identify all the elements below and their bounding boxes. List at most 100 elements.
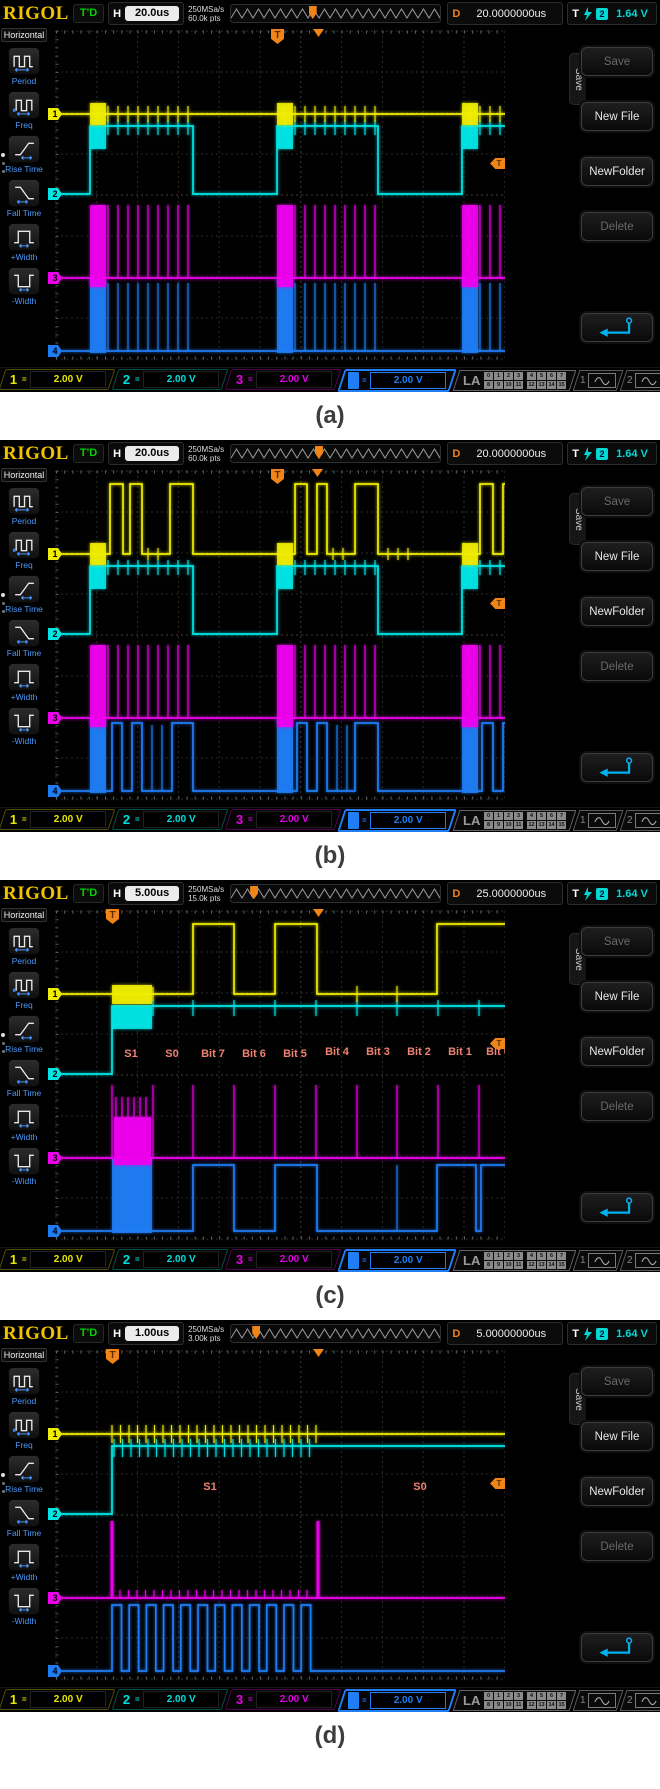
ref-slot-2[interactable]: 2 [619, 1690, 660, 1711]
channel-3-level-badge[interactable]: 3 [48, 1592, 62, 1604]
delay-group[interactable]: D 20.0000000us [447, 442, 564, 465]
sidebar-item-freq[interactable]: Freq [0, 971, 48, 1010]
sidebar-item--width[interactable]: -Width [0, 1147, 48, 1186]
trigger-time-marker[interactable]: T [271, 469, 284, 484]
channel-4-flag[interactable]: 4 = 2.00 V [337, 369, 457, 392]
sidebar-item--width[interactable]: +Width [0, 663, 48, 702]
channel-3-flag[interactable]: 3 = 2.00 V [224, 809, 342, 830]
delay-position-marker[interactable] [313, 29, 324, 37]
trigger-time-marker[interactable]: T [106, 909, 119, 924]
horizontal-timebase-group[interactable]: H 20.0us [108, 2, 185, 25]
delay-position-marker[interactable] [313, 1349, 324, 1357]
trigger-level-marker[interactable]: T [490, 598, 505, 609]
trigger-position-marker[interactable] [252, 1326, 261, 1339]
ref-slot-1[interactable]: 1 [572, 370, 624, 391]
horizontal-position-strip[interactable] [230, 4, 442, 23]
trigger-position-marker[interactable] [314, 446, 323, 459]
sidebar-item--width[interactable]: -Width [0, 707, 48, 746]
trigger-level-marker[interactable]: T [490, 158, 505, 169]
trigger-group[interactable]: T 2 1.64 V [567, 2, 657, 25]
return-button[interactable] [581, 753, 653, 782]
sidebar-item-fall-time[interactable]: Fall Time [0, 1059, 48, 1098]
channel-3-level-badge[interactable]: 3 [48, 1152, 62, 1164]
ref-slot-2[interactable]: 2 [619, 810, 660, 831]
delete-button[interactable]: Delete [581, 1092, 653, 1121]
sidebar-item-period[interactable]: Period [0, 487, 48, 526]
channel-3-level-badge[interactable]: 3 [48, 712, 62, 724]
trigger-level-marker[interactable]: T [490, 1038, 505, 1049]
channel-1-level-badge[interactable]: 1 [48, 108, 62, 120]
sidebar-item--width[interactable]: +Width [0, 1543, 48, 1582]
delay-position-marker[interactable] [313, 909, 324, 917]
sidebar-item-period[interactable]: Period [0, 1367, 48, 1406]
sidebar-item-rise-time[interactable]: Rise Time [0, 1015, 48, 1054]
channel-3-flag[interactable]: 3 = 2.00 V [224, 1689, 342, 1710]
sidebar-item-freq[interactable]: Freq [0, 1411, 48, 1450]
sidebar-item-freq[interactable]: Freq [0, 91, 48, 130]
trigger-time-marker[interactable]: T [271, 29, 284, 44]
sidebar-item-fall-time[interactable]: Fall Time [0, 179, 48, 218]
newfolder-button[interactable]: NewFolder [581, 1037, 653, 1066]
trigger-group[interactable]: T 2 1.64 V [567, 882, 657, 905]
la-indicator[interactable]: LA 0 1 2 3 8 9 10 11 4 5 6 7 12 13 14 15 [452, 1690, 577, 1711]
horizontal-timebase-group[interactable]: H 5.00us [108, 882, 185, 905]
channel-2-level-badge[interactable]: 2 [48, 1068, 62, 1080]
channel-1-level-badge[interactable]: 1 [48, 1428, 62, 1440]
horizontal-position-strip[interactable] [230, 444, 442, 463]
delay-group[interactable]: D 5.00000000us [447, 1322, 564, 1345]
sidebar-item-rise-time[interactable]: Rise Time [0, 135, 48, 174]
channel-2-flag[interactable]: 2 = 2.00 V [111, 809, 229, 830]
sidebar-item--width[interactable]: -Width [0, 1587, 48, 1626]
save-button[interactable]: Save [581, 47, 653, 76]
delay-group[interactable]: D 25.0000000us [447, 882, 564, 905]
trigger-position-marker[interactable] [250, 886, 259, 899]
sidebar-item--width[interactable]: +Width [0, 223, 48, 262]
channel-1-flag[interactable]: 1 = 2.00 V [0, 1689, 116, 1710]
channel-4-level-badge[interactable]: 4 [48, 785, 62, 797]
delay-position-marker[interactable] [312, 469, 323, 477]
channel-4-flag[interactable]: 4 = 2.00 V [337, 1249, 457, 1272]
ref-slot-2[interactable]: 2 [619, 1250, 660, 1271]
newfolder-button[interactable]: NewFolder [581, 1477, 653, 1506]
ref-slot-2[interactable]: 2 [619, 370, 660, 391]
ref-slot-1[interactable]: 1 [572, 1690, 624, 1711]
channel-1-level-badge[interactable]: 1 [48, 988, 62, 1000]
return-button[interactable] [581, 1633, 653, 1662]
return-button[interactable] [581, 313, 653, 342]
sidebar-item-period[interactable]: Period [0, 927, 48, 966]
sidebar-item--width[interactable]: +Width [0, 1103, 48, 1142]
channel-2-level-badge[interactable]: 2 [48, 188, 62, 200]
channel-4-level-badge[interactable]: 4 [48, 345, 62, 357]
sidebar-item-rise-time[interactable]: Rise Time [0, 575, 48, 614]
channel-2-level-badge[interactable]: 2 [48, 628, 62, 640]
channel-1-flag[interactable]: 1 = 2.00 V [0, 809, 116, 830]
return-button[interactable] [581, 1193, 653, 1222]
save-button[interactable]: Save [581, 1367, 653, 1396]
trigger-group[interactable]: T 2 1.64 V [567, 1322, 657, 1345]
new-file-button[interactable]: New File [581, 102, 653, 131]
new-file-button[interactable]: New File [581, 542, 653, 571]
trigger-level-marker[interactable]: T [490, 1478, 505, 1489]
channel-1-flag[interactable]: 1 = 2.00 V [0, 1249, 116, 1270]
channel-4-level-badge[interactable]: 4 [48, 1665, 62, 1677]
channel-1-flag[interactable]: 1 = 2.00 V [0, 369, 116, 390]
channel-2-flag[interactable]: 2 = 2.00 V [111, 1249, 229, 1270]
sidebar-item--width[interactable]: -Width [0, 267, 48, 306]
delete-button[interactable]: Delete [581, 652, 653, 681]
trigger-position-marker[interactable] [308, 6, 317, 19]
delete-button[interactable]: Delete [581, 212, 653, 241]
sidebar-item-fall-time[interactable]: Fall Time [0, 1499, 48, 1538]
channel-3-flag[interactable]: 3 = 2.00 V [224, 1249, 342, 1270]
channel-2-flag[interactable]: 2 = 2.00 V [111, 369, 229, 390]
channel-4-flag[interactable]: 4 = 2.00 V [337, 1689, 457, 1712]
save-button[interactable]: Save [581, 927, 653, 956]
newfolder-button[interactable]: NewFolder [581, 597, 653, 626]
la-indicator[interactable]: LA 0 1 2 3 8 9 10 11 4 5 6 7 12 13 14 15 [452, 370, 577, 391]
save-button[interactable]: Save [581, 487, 653, 516]
sidebar-item-rise-time[interactable]: Rise Time [0, 1455, 48, 1494]
horizontal-timebase-group[interactable]: H 1.00us [108, 1322, 185, 1345]
channel-1-level-badge[interactable]: 1 [48, 548, 62, 560]
delete-button[interactable]: Delete [581, 1532, 653, 1561]
channel-4-level-badge[interactable]: 4 [48, 1225, 62, 1237]
new-file-button[interactable]: New File [581, 1422, 653, 1451]
